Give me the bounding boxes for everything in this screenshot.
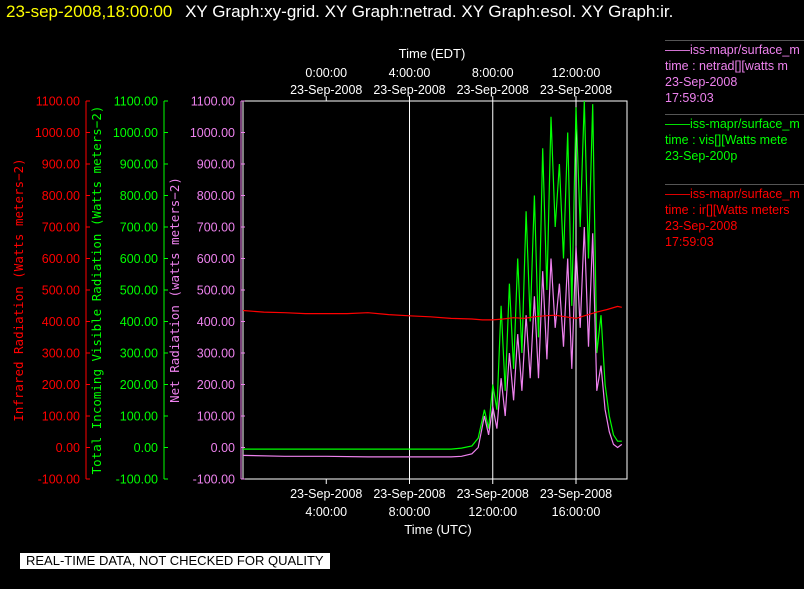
legend-line: time : vis[][Watts mete — [665, 133, 788, 147]
legend-separator — [665, 40, 804, 41]
y-tick-label: 1000.00 — [35, 126, 80, 140]
top-tick-time: 8:00:00 — [472, 66, 514, 80]
y-tick-label: 700.00 — [120, 221, 158, 235]
legend-line: 17:59:03 — [665, 91, 714, 105]
y-tick-label: 500.00 — [42, 284, 80, 298]
top-axis-label: Time (EDT) — [399, 46, 466, 61]
y-tick-label: 100.00 — [120, 410, 158, 424]
y-tick-label: 800.00 — [120, 189, 158, 203]
legend-separator — [665, 184, 804, 185]
y-tick-label: 200.00 — [42, 378, 80, 392]
y-tick-label: 100.00 — [197, 410, 235, 424]
quality-notice: REAL-TIME DATA, NOT CHECKED FOR QUALITY — [20, 553, 330, 569]
top-tick-time: 12:00:00 — [552, 66, 601, 80]
legend-line: ——iss-mapr/surface_m — [665, 43, 800, 57]
y-tick-label: 700.00 — [42, 221, 80, 235]
y-tick-label: 500.00 — [120, 284, 158, 298]
y-tick-label: 1000.00 — [113, 126, 158, 140]
y-tick-label: 0.00 — [211, 441, 235, 455]
y-tick-label: -100.00 — [193, 473, 235, 487]
y-axis-title: Infrared Radiation (Watts meters−2) — [11, 158, 26, 421]
series-line — [243, 305, 622, 321]
legend-line — [665, 164, 800, 180]
top-tick-time: 0:00:00 — [305, 66, 347, 80]
legend-line: time : netrad[][watts m — [665, 59, 788, 73]
legend-line: 23-Sep-200p — [665, 149, 738, 163]
top-tick-date: 23-Sep-2008 — [457, 83, 529, 97]
top-tick-date: 23-Sep-2008 — [290, 83, 362, 97]
y-tick-label: -100.00 — [116, 473, 158, 487]
y-tick-label: 600.00 — [197, 252, 235, 266]
y-tick-label: 0.00 — [56, 441, 80, 455]
bottom-axis-label: Time (UTC) — [404, 522, 471, 537]
top-tick-time: 4:00:00 — [389, 66, 431, 80]
y-tick-label: 800.00 — [42, 189, 80, 203]
legend-line: time : ir[][Watts meters — [665, 203, 790, 217]
bottom-tick-date: 23-Sep-2008 — [373, 487, 445, 501]
legend-line: 23-Sep-2008 — [665, 75, 738, 89]
y-tick-label: 700.00 — [197, 221, 235, 235]
bottom-tick-date: 23-Sep-2008 — [290, 487, 362, 501]
title-timestamp: 23-sep-2008,18:00:00 — [6, 2, 173, 21]
y-tick-label: 200.00 — [197, 378, 235, 392]
y-tick-label: 900.00 — [42, 158, 80, 172]
bottom-tick-time: 8:00:00 — [389, 505, 431, 519]
top-tick-date: 23-Sep-2008 — [540, 83, 612, 97]
y-tick-label: 300.00 — [42, 347, 80, 361]
bottom-tick-time: 4:00:00 — [305, 505, 347, 519]
legend-line: ——iss-mapr/surface_m — [665, 117, 800, 131]
y-tick-label: 1100.00 — [191, 95, 235, 109]
legend-line: 17:59:03 — [665, 235, 714, 249]
bottom-tick-date: 23-Sep-2008 — [540, 487, 612, 501]
y-tick-label: 1100.00 — [36, 95, 80, 109]
series-line — [243, 101, 622, 450]
title-graph-names: XY Graph:xy-grid. XY Graph:netrad. XY Gr… — [185, 2, 674, 21]
legend-separator — [665, 114, 804, 115]
series-line — [243, 226, 623, 458]
bottom-tick-time: 12:00:00 — [468, 505, 517, 519]
y-tick-label: 300.00 — [120, 347, 158, 361]
y-tick-label: 500.00 — [197, 284, 235, 298]
top-tick-date: 23-Sep-2008 — [373, 83, 445, 97]
y-tick-label: 200.00 — [120, 378, 158, 392]
y-tick-label: 100.00 — [42, 410, 80, 424]
y-tick-label: 900.00 — [120, 158, 158, 172]
y-axis-title: Total Incoming Visible Radiation (Watts … — [89, 106, 104, 475]
y-tick-label: 1100.00 — [114, 95, 158, 109]
y-tick-label: 1000.00 — [190, 126, 235, 140]
y-tick-label: 400.00 — [42, 315, 80, 329]
title-bar: 23-sep-2008,18:00:00 XY Graph:xy-grid. X… — [6, 2, 673, 22]
bottom-tick-time: 16:00:00 — [552, 505, 601, 519]
y-axis-title: Net Radiation (watts meters−2) — [167, 177, 182, 403]
bottom-tick-date: 23-Sep-2008 — [457, 487, 529, 501]
y-tick-label: 400.00 — [120, 315, 158, 329]
y-tick-label: 300.00 — [197, 347, 235, 361]
y-tick-label: 600.00 — [42, 252, 80, 266]
y-tick-label: 400.00 — [197, 315, 235, 329]
y-tick-label: 800.00 — [197, 189, 235, 203]
y-tick-label: 600.00 — [120, 252, 158, 266]
legend-line: 23-Sep-2008 — [665, 219, 738, 233]
legend-line: ——iss-mapr/surface_m — [665, 187, 800, 201]
y-tick-label: -100.00 — [38, 473, 80, 487]
y-tick-label: 0.00 — [134, 441, 158, 455]
y-tick-label: 900.00 — [197, 158, 235, 172]
